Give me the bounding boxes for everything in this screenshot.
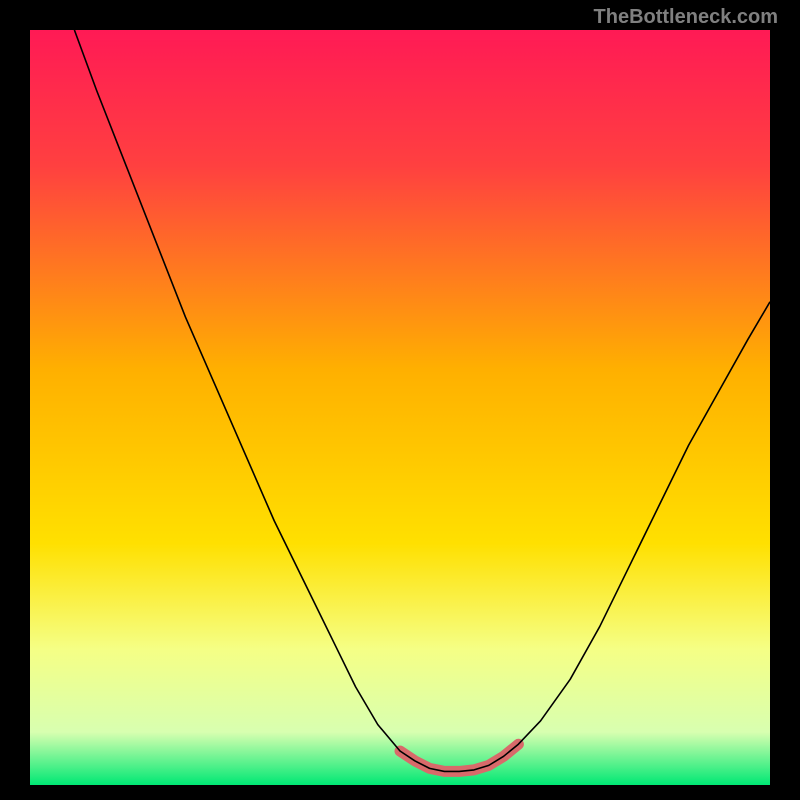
watermark-text: TheBottleneck.com (594, 6, 778, 29)
gradient-background (30, 30, 770, 785)
plot-svg (30, 30, 770, 785)
plot-area (30, 30, 770, 785)
chart-frame: TheBottleneck.com (0, 0, 800, 800)
